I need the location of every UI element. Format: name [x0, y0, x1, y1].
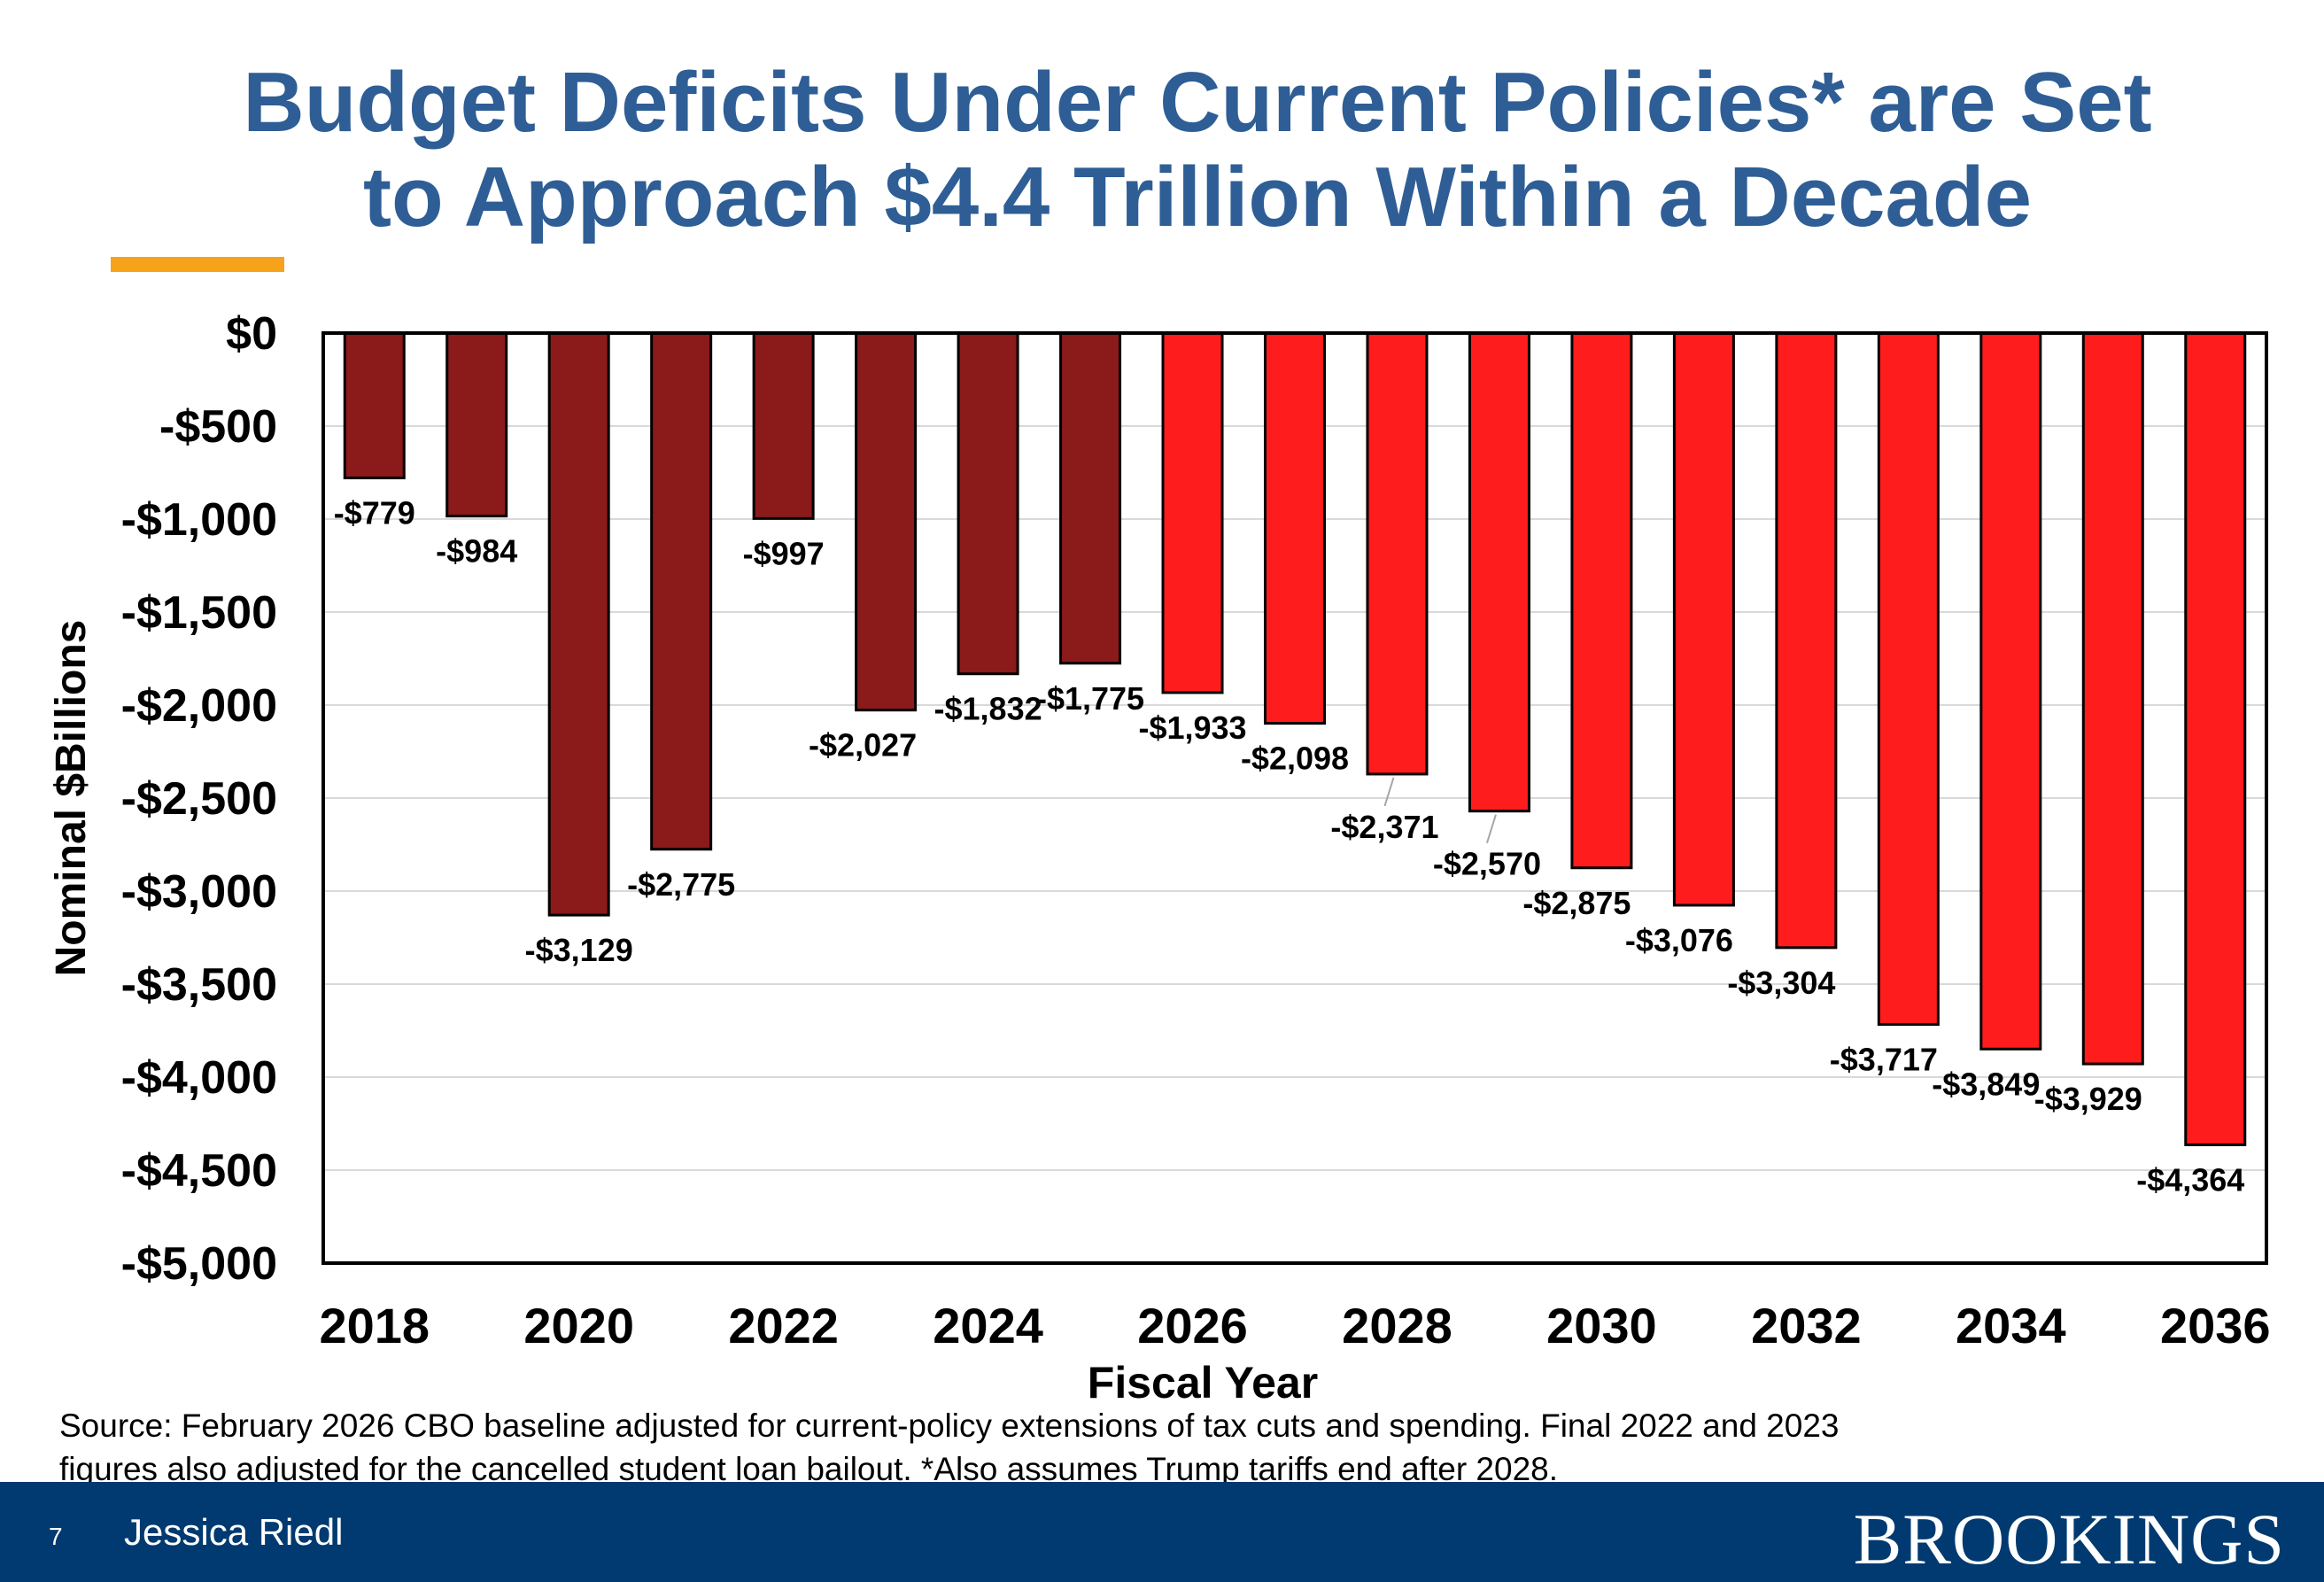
source-line-2: figures also adjusted for the cancelled … [59, 1451, 1559, 1487]
bar-2019 [445, 331, 508, 518]
bar-2018 [343, 331, 406, 480]
y-tick-label: $0 [226, 308, 277, 360]
y-tick-label: -$5,000 [121, 1238, 277, 1290]
bar-2026 [1161, 331, 1224, 694]
bar-2036 [2184, 331, 2247, 1146]
source-line-1: Source: February 2026 CBO baseline adjus… [59, 1408, 1840, 1444]
data-label: -$997 [743, 535, 825, 571]
data-label: -$2,371 [1330, 809, 1438, 845]
data-label: -$779 [334, 495, 415, 531]
x-tick-label: 2026 [1137, 1298, 1248, 1353]
deficit-bar-chart: $0 -$500 -$1,000 -$1,500 -$2,000 -$2,500 -$3,0… [48, 308, 2271, 1408]
leader-line [1383, 777, 1395, 807]
leader-line [1485, 814, 1497, 843]
x-tick-label: 2036 [2160, 1298, 2271, 1353]
bar-2028 [1366, 331, 1429, 776]
bar-2034 [1979, 331, 2042, 1051]
bar-2024 [957, 331, 1019, 676]
data-label: -$1,832 [934, 691, 1042, 727]
y-tick-label: -$2,000 [121, 680, 277, 732]
data-label: -$3,304 [1727, 965, 1835, 1001]
bar-2029 [1468, 331, 1530, 813]
y-tick-label: -$4,500 [121, 1145, 277, 1197]
x-tick-label: 2028 [1342, 1298, 1452, 1353]
bar-2033 [1877, 331, 1940, 1027]
x-tick-label: 2034 [1956, 1298, 2066, 1353]
data-label: -$2,027 [809, 727, 917, 764]
accent-bar [111, 257, 284, 272]
bar-2021 [650, 331, 713, 851]
y-tick-label: -$2,500 [121, 773, 277, 825]
data-label: -$3,129 [525, 932, 633, 968]
bar-2031 [1672, 331, 1735, 907]
x-tick-label: 2022 [728, 1298, 839, 1353]
plot-frame [321, 331, 2268, 1265]
y-tick-label: -$3,500 [121, 959, 277, 1011]
x-tick-label: 2032 [1751, 1298, 1862, 1353]
bar-2025 [1059, 331, 1122, 665]
data-label: -$3,929 [2034, 1081, 2142, 1117]
data-label: -$1,933 [1138, 710, 1246, 746]
y-tick-label: -$4,000 [121, 1052, 277, 1104]
data-label: -$1,775 [1036, 680, 1144, 717]
x-tick-label: 2020 [523, 1298, 634, 1353]
bar-2035 [2081, 331, 2144, 1066]
slide-title: Budget Deficits Under Current Policies* … [0, 55, 2324, 244]
bar-2022 [752, 331, 815, 520]
x-tick-label: 2024 [933, 1298, 1043, 1353]
data-label: -$2,570 [1433, 846, 1541, 882]
y-tick-label: -$500 [159, 401, 277, 453]
y-tick-label: -$1,500 [121, 587, 277, 639]
x-axis-title: Fiscal Year [1088, 1358, 1318, 1408]
author-name: Jessica Riedl [124, 1511, 344, 1553]
brookings-logo: BROOKINGS [1853, 1499, 2285, 1579]
title-line-2: to Approach $4.4 Trillion Within a Decad… [363, 150, 2032, 244]
y-tick-label: -$3,000 [121, 866, 277, 918]
data-label: -$4,364 [2136, 1161, 2244, 1198]
data-label: -$2,875 [1522, 885, 1631, 921]
x-tick-label: 2030 [1546, 1298, 1657, 1353]
data-label: -$3,849 [1932, 1066, 2040, 1102]
footer-bar: 7 Jessica Riedl BROOKINGS [0, 1482, 2324, 1582]
data-label: -$3,076 [1625, 922, 1733, 958]
y-tick-label: -$1,000 [121, 494, 277, 546]
data-label: -$984 [436, 533, 517, 570]
bar-2030 [1570, 331, 1633, 870]
source-note: Source: February 2026 CBO baseline adjus… [59, 1404, 1840, 1491]
data-label: -$2,775 [627, 866, 735, 903]
title-line-1: Budget Deficits Under Current Policies* … [243, 55, 2152, 150]
data-label: -$3,717 [1830, 1042, 1938, 1078]
bar-2020 [547, 331, 610, 917]
bar-2023 [855, 331, 918, 712]
x-tick-label: 2018 [319, 1298, 430, 1353]
bar-2032 [1775, 331, 1838, 950]
y-axis-title: Nominal $Billions [48, 620, 95, 977]
data-label: -$2,098 [1241, 741, 1349, 777]
page-number: 7 [49, 1523, 63, 1550]
bar-2027 [1264, 331, 1326, 725]
